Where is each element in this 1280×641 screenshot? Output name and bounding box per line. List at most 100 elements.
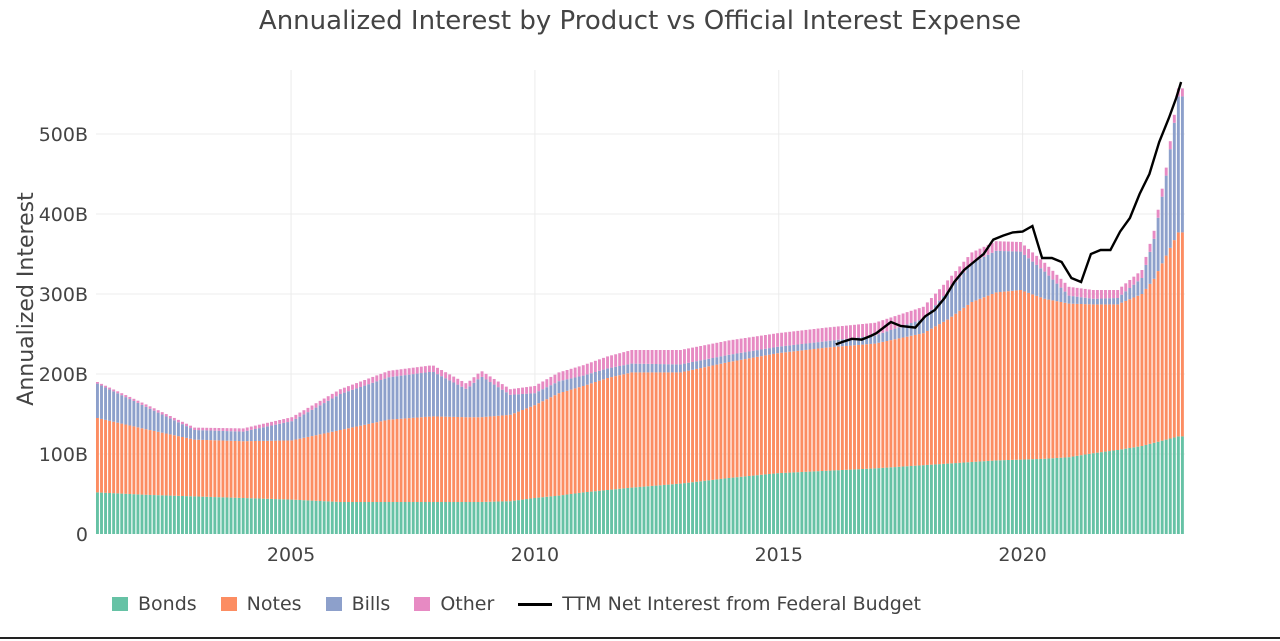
bar-notes bbox=[1116, 304, 1120, 450]
bar-notes bbox=[512, 413, 516, 501]
bar-other bbox=[743, 338, 747, 353]
bar-other bbox=[464, 383, 468, 389]
bar-other bbox=[861, 324, 865, 337]
bar-notes bbox=[844, 345, 848, 470]
bar-notes bbox=[270, 440, 273, 499]
bar-bills bbox=[699, 360, 703, 369]
bar-bills bbox=[630, 363, 634, 373]
bar-other bbox=[436, 367, 439, 375]
bar-other bbox=[549, 376, 553, 386]
bar-bills bbox=[541, 389, 545, 402]
bar-bills bbox=[585, 374, 589, 385]
bar-other bbox=[237, 428, 241, 432]
bar-other bbox=[715, 342, 719, 358]
bar-notes bbox=[140, 428, 144, 495]
bar-bills bbox=[1055, 283, 1059, 302]
bar-other bbox=[326, 396, 330, 401]
bar-bonds bbox=[1019, 459, 1022, 534]
bar-other bbox=[270, 421, 273, 426]
bar-bonds bbox=[893, 467, 897, 534]
bar-bonds bbox=[460, 502, 464, 534]
bar-bonds bbox=[788, 472, 792, 534]
legend-item-bonds[interactable]: Bonds bbox=[112, 593, 197, 615]
bar-notes bbox=[1067, 303, 1071, 458]
bar-other bbox=[610, 355, 614, 368]
bar-other bbox=[452, 376, 456, 383]
bar-notes bbox=[974, 300, 978, 462]
bar-bonds bbox=[1144, 444, 1148, 534]
bar-other bbox=[768, 334, 771, 349]
bar-notes bbox=[723, 362, 727, 479]
bar-bonds bbox=[492, 501, 496, 534]
bar-bills bbox=[314, 407, 318, 436]
bar-bills bbox=[986, 254, 990, 296]
bar-bills bbox=[197, 430, 201, 440]
bar-other bbox=[241, 428, 245, 432]
bar-bills bbox=[626, 364, 630, 374]
bar-bonds bbox=[525, 499, 529, 534]
bar-bills bbox=[832, 340, 836, 347]
bar-other bbox=[375, 375, 379, 382]
bar-notes bbox=[606, 378, 609, 490]
bar-other bbox=[148, 406, 152, 409]
bar-bonds bbox=[816, 471, 820, 534]
bar-bonds bbox=[266, 498, 269, 534]
bar-bonds bbox=[715, 479, 719, 534]
bar-bonds bbox=[1099, 452, 1103, 534]
legend-item-other[interactable]: Other bbox=[414, 593, 494, 615]
bar-notes bbox=[703, 367, 707, 481]
bar-bills bbox=[185, 426, 188, 438]
bar-bonds bbox=[423, 502, 427, 534]
bar-notes bbox=[1172, 240, 1176, 438]
bar-bonds bbox=[128, 494, 132, 534]
bar-bonds bbox=[844, 469, 848, 534]
legend-item-notes[interactable]: Notes bbox=[220, 593, 302, 615]
bar-bills bbox=[496, 387, 500, 416]
bar-other bbox=[634, 350, 638, 364]
bar-bonds bbox=[731, 477, 735, 534]
bar-bonds bbox=[723, 478, 727, 534]
bar-bonds bbox=[1091, 453, 1095, 534]
bar-bonds bbox=[197, 496, 201, 534]
bar-notes bbox=[674, 372, 678, 484]
bar-bills bbox=[808, 343, 812, 350]
bar-notes bbox=[747, 358, 751, 476]
bar-bonds bbox=[488, 501, 492, 534]
bar-other bbox=[695, 346, 699, 362]
bar-other bbox=[593, 360, 597, 372]
bar-other bbox=[994, 241, 998, 251]
bar-bonds bbox=[942, 463, 946, 534]
bar-bills bbox=[929, 309, 933, 329]
bar-notes bbox=[185, 437, 188, 497]
bar-bills bbox=[367, 384, 371, 424]
bar-notes bbox=[929, 328, 933, 465]
stacked-bars bbox=[96, 88, 1184, 534]
bar-notes bbox=[124, 424, 128, 494]
bar-bills bbox=[597, 370, 601, 381]
bar-other bbox=[217, 428, 221, 431]
bar-notes bbox=[100, 418, 103, 493]
bar-notes bbox=[326, 432, 330, 502]
bar-bills bbox=[921, 318, 925, 334]
bar-bills bbox=[776, 346, 780, 354]
y-axis-ticks: 0 100B 200B 300B 400B 500B bbox=[39, 124, 88, 546]
bar-other bbox=[614, 354, 618, 367]
legend-item-bills[interactable]: Bills bbox=[325, 593, 390, 615]
bar-other bbox=[934, 293, 937, 306]
bar-other bbox=[172, 417, 176, 421]
bar-notes bbox=[209, 440, 213, 497]
bar-bonds bbox=[1023, 459, 1026, 534]
bar-other bbox=[302, 410, 306, 415]
legend-item-ttm[interactable]: TTM Net Interest from Federal Budget bbox=[518, 593, 921, 615]
bar-bonds bbox=[638, 486, 642, 534]
bar-other bbox=[1128, 280, 1132, 288]
bar-bills bbox=[1014, 251, 1018, 291]
bar-notes bbox=[861, 344, 865, 469]
bar-bonds bbox=[585, 492, 589, 534]
bar-bills bbox=[1059, 287, 1063, 302]
bar-bonds bbox=[1035, 459, 1039, 534]
bar-notes bbox=[1104, 304, 1107, 452]
bar-bills bbox=[193, 430, 197, 440]
bar-bonds bbox=[687, 482, 690, 534]
bar-other bbox=[468, 380, 472, 387]
